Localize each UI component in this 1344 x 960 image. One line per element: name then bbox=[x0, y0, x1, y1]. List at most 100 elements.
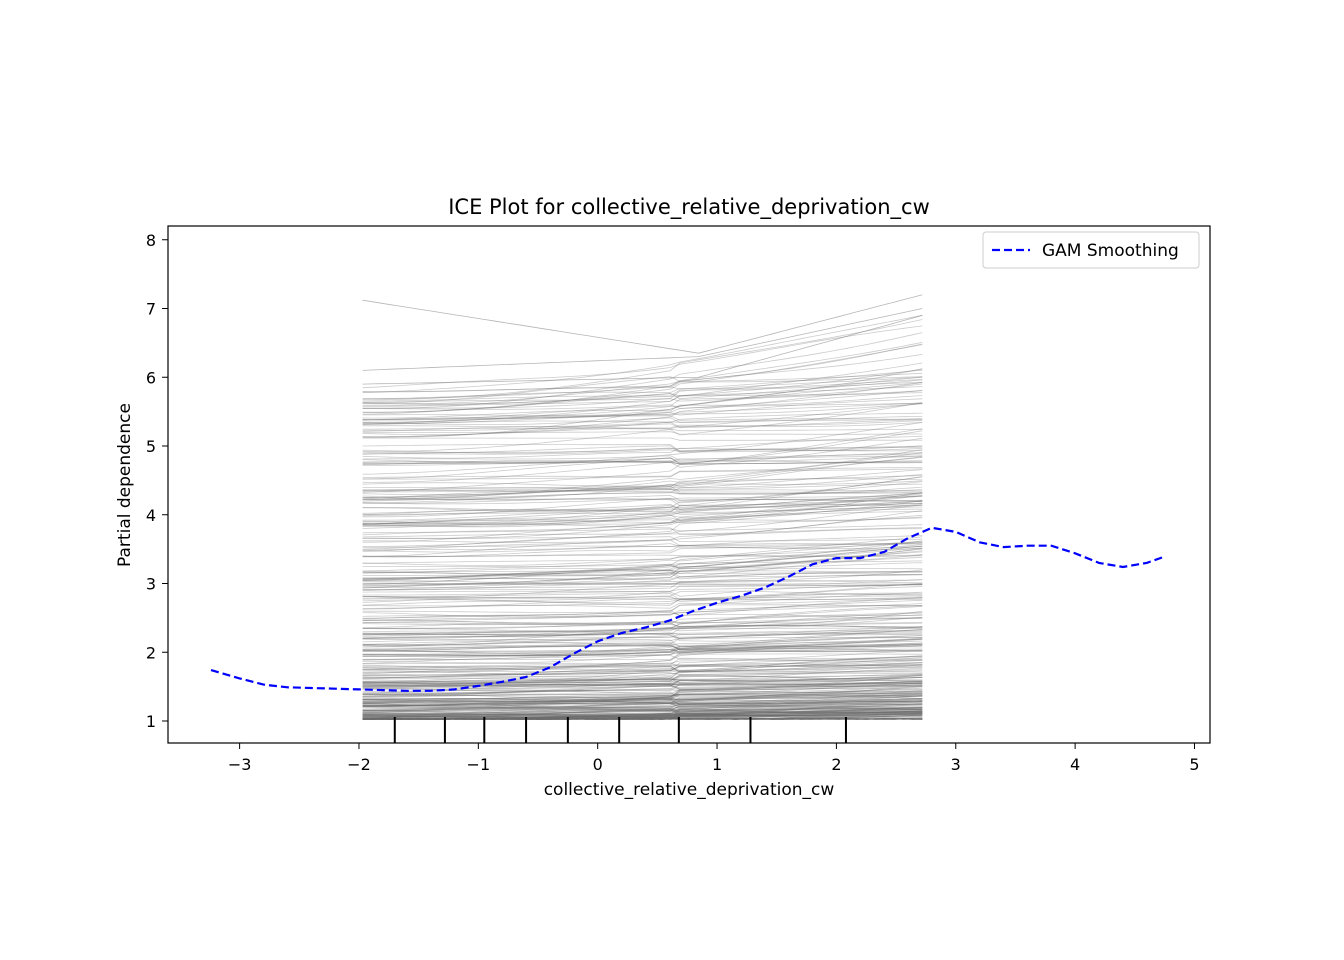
ice-line bbox=[362, 687, 923, 711]
ice-line bbox=[362, 655, 923, 679]
ice-line bbox=[362, 701, 923, 709]
ice-line bbox=[362, 574, 923, 591]
ice-line bbox=[362, 382, 923, 421]
ice-line bbox=[362, 711, 923, 721]
ice-line bbox=[362, 395, 923, 419]
ice-line bbox=[362, 674, 923, 697]
ice-line bbox=[362, 536, 923, 543]
ice-line bbox=[362, 648, 923, 654]
ice-line bbox=[362, 663, 923, 676]
ice-line bbox=[362, 713, 923, 718]
ice-line bbox=[362, 548, 923, 583]
ice-line bbox=[362, 422, 923, 475]
ice-line bbox=[362, 682, 923, 708]
ice-line bbox=[362, 717, 923, 721]
ice-line bbox=[362, 611, 923, 619]
ice-line bbox=[362, 500, 923, 547]
ice-line bbox=[362, 695, 923, 714]
ice-line bbox=[362, 682, 923, 689]
ice-line bbox=[362, 599, 923, 621]
ice-line bbox=[362, 694, 923, 703]
ice-line bbox=[362, 716, 923, 721]
ice-line bbox=[362, 593, 923, 604]
ice-line bbox=[362, 684, 923, 690]
ice-line bbox=[362, 386, 923, 407]
ice-line bbox=[362, 376, 923, 409]
ice-line bbox=[362, 547, 923, 587]
ice-line bbox=[362, 714, 923, 721]
y-tick-label: 3 bbox=[146, 575, 156, 594]
ice-line bbox=[362, 496, 923, 505]
ice-line bbox=[362, 431, 923, 435]
ice-line bbox=[362, 710, 923, 720]
ice-line bbox=[362, 453, 923, 461]
ice-line bbox=[362, 709, 923, 717]
ice-line bbox=[362, 437, 923, 483]
ice-line bbox=[362, 511, 923, 527]
ice-line bbox=[362, 392, 923, 403]
ice-line bbox=[362, 703, 923, 717]
ice-line bbox=[362, 701, 923, 720]
ice-line bbox=[362, 629, 923, 635]
ice-line bbox=[362, 542, 923, 558]
ice-line bbox=[362, 430, 923, 480]
ice-line bbox=[362, 706, 923, 714]
x-tick-label: −3 bbox=[228, 755, 252, 774]
ice-line bbox=[362, 697, 923, 706]
ice-line bbox=[362, 376, 923, 393]
ice-line bbox=[362, 514, 923, 552]
ice-line bbox=[362, 662, 923, 669]
ice-line bbox=[362, 706, 923, 718]
ice-line bbox=[362, 508, 923, 525]
ice-line bbox=[362, 499, 923, 514]
ice-line bbox=[362, 710, 923, 721]
ice-line bbox=[362, 693, 923, 701]
ice-line bbox=[362, 631, 923, 643]
ice-line bbox=[362, 700, 923, 712]
ice-line bbox=[362, 690, 923, 696]
ice-line bbox=[362, 667, 923, 679]
ice-line bbox=[362, 468, 923, 480]
ice-line bbox=[362, 461, 923, 465]
ice-line bbox=[362, 498, 923, 508]
ice-line bbox=[362, 695, 923, 707]
ice-line bbox=[362, 469, 923, 499]
ice-line bbox=[362, 712, 923, 721]
x-tick-label: 2 bbox=[831, 755, 841, 774]
ice-line bbox=[362, 398, 923, 421]
ice-line bbox=[362, 707, 923, 712]
ice-line bbox=[362, 524, 923, 534]
ice-line bbox=[362, 711, 923, 715]
ice-line bbox=[362, 699, 923, 708]
ice-line bbox=[362, 707, 923, 716]
ice-line bbox=[362, 707, 923, 721]
ice-line bbox=[362, 483, 923, 492]
ice-line bbox=[362, 675, 923, 685]
ice-line bbox=[362, 709, 923, 720]
ice-line bbox=[362, 691, 923, 698]
ice-line bbox=[362, 684, 923, 691]
y-tick-label: 7 bbox=[146, 300, 156, 319]
ice-line bbox=[362, 420, 923, 431]
ice-line bbox=[362, 713, 923, 720]
ice-line bbox=[362, 629, 923, 664]
ice-line bbox=[362, 708, 923, 717]
ice-line bbox=[362, 684, 923, 704]
ice-line bbox=[362, 467, 923, 478]
ice-line bbox=[362, 715, 923, 721]
ice-line bbox=[362, 674, 923, 687]
ice-line bbox=[362, 707, 923, 718]
ice-line bbox=[362, 692, 923, 708]
ice-line bbox=[362, 703, 923, 712]
ice-line bbox=[362, 657, 923, 677]
ice-line bbox=[362, 688, 923, 698]
ice-line bbox=[362, 710, 923, 721]
ice-line bbox=[362, 542, 923, 558]
ice-line bbox=[362, 643, 923, 655]
ice-line bbox=[362, 715, 923, 721]
ice-line bbox=[362, 704, 923, 713]
ice-line bbox=[362, 379, 923, 399]
ice-line bbox=[362, 570, 923, 576]
ice-line bbox=[362, 689, 923, 703]
ice-line bbox=[362, 710, 923, 721]
